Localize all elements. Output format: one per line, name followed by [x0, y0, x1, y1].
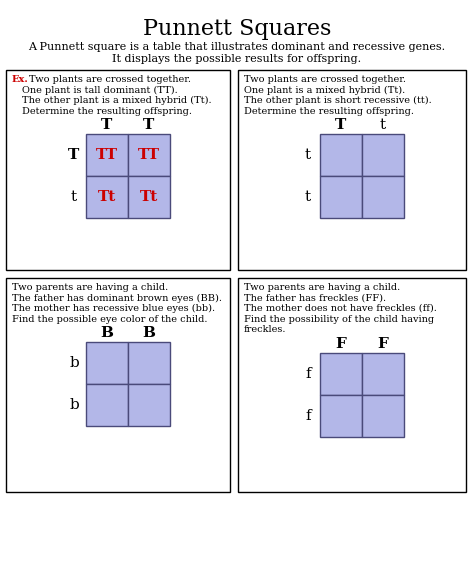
- Text: t: t: [305, 190, 311, 204]
- Text: b: b: [69, 356, 79, 370]
- Bar: [86, 384, 128, 426]
- Text: B: B: [100, 326, 113, 340]
- Text: A Punnett square is a table that illustrates dominant and recessive genes.: A Punnett square is a table that illustr…: [28, 42, 446, 52]
- Text: The mother does not have freckles (ff).: The mother does not have freckles (ff).: [244, 304, 437, 313]
- Text: t: t: [71, 190, 77, 204]
- Text: T: T: [143, 118, 155, 132]
- Bar: [6, 278, 230, 492]
- Text: The other plant is short recessive (tt).: The other plant is short recessive (tt).: [244, 96, 432, 105]
- Bar: [86, 176, 128, 218]
- Bar: [86, 134, 128, 176]
- Text: Determine the resulting offspring.: Determine the resulting offspring.: [244, 106, 414, 116]
- Bar: [362, 395, 404, 436]
- Text: Find the possible eye color of the child.: Find the possible eye color of the child…: [12, 315, 208, 324]
- Bar: [320, 395, 362, 436]
- Text: F: F: [378, 336, 388, 350]
- Text: Tt: Tt: [140, 190, 158, 204]
- Text: It displays the possible results for offspring.: It displays the possible results for off…: [112, 54, 362, 64]
- Text: f: f: [305, 367, 311, 381]
- Text: Determine the resulting offspring.: Determine the resulting offspring.: [22, 106, 192, 116]
- Bar: [362, 134, 404, 176]
- Text: The mother has recessive blue eyes (bb).: The mother has recessive blue eyes (bb).: [12, 304, 215, 313]
- Text: Two plants are crossed together.: Two plants are crossed together.: [29, 75, 191, 84]
- Text: T: T: [68, 148, 80, 162]
- Bar: [362, 353, 404, 395]
- Bar: [128, 384, 170, 426]
- Text: F: F: [336, 336, 346, 350]
- Text: t: t: [380, 118, 386, 132]
- Bar: [320, 134, 362, 176]
- Text: t: t: [305, 148, 311, 162]
- Text: B: B: [143, 326, 155, 340]
- Text: The father has dominant brown eyes (BB).: The father has dominant brown eyes (BB).: [12, 294, 222, 303]
- Text: One plant is tall dominant (TT).: One plant is tall dominant (TT).: [22, 85, 178, 95]
- Text: The other plant is a mixed hybrid (Tt).: The other plant is a mixed hybrid (Tt).: [22, 96, 211, 105]
- Text: f: f: [305, 408, 311, 422]
- Bar: [86, 342, 128, 384]
- Bar: [238, 70, 466, 270]
- Text: Tt: Tt: [98, 190, 116, 204]
- Text: freckles.: freckles.: [244, 325, 286, 334]
- Text: b: b: [69, 398, 79, 412]
- Bar: [238, 278, 466, 492]
- Text: One plant is a mixed hybrid (Tt).: One plant is a mixed hybrid (Tt).: [244, 85, 405, 95]
- Text: Two plants are crossed together.: Two plants are crossed together.: [244, 75, 406, 84]
- Text: TT: TT: [96, 148, 118, 162]
- Bar: [320, 176, 362, 218]
- Text: Two parents are having a child.: Two parents are having a child.: [12, 283, 168, 292]
- Bar: [320, 353, 362, 395]
- Bar: [362, 176, 404, 218]
- Text: Punnett Squares: Punnett Squares: [143, 18, 331, 40]
- Bar: [6, 70, 230, 270]
- Text: Ex.: Ex.: [12, 75, 29, 84]
- Bar: [128, 342, 170, 384]
- Text: The father has freckles (FF).: The father has freckles (FF).: [244, 294, 386, 303]
- Text: TT: TT: [138, 148, 160, 162]
- Text: T: T: [336, 118, 346, 132]
- Text: T: T: [101, 118, 113, 132]
- Bar: [128, 134, 170, 176]
- Text: Find the possibility of the child having: Find the possibility of the child having: [244, 315, 434, 324]
- Text: Two parents are having a child.: Two parents are having a child.: [244, 283, 400, 292]
- Bar: [128, 176, 170, 218]
